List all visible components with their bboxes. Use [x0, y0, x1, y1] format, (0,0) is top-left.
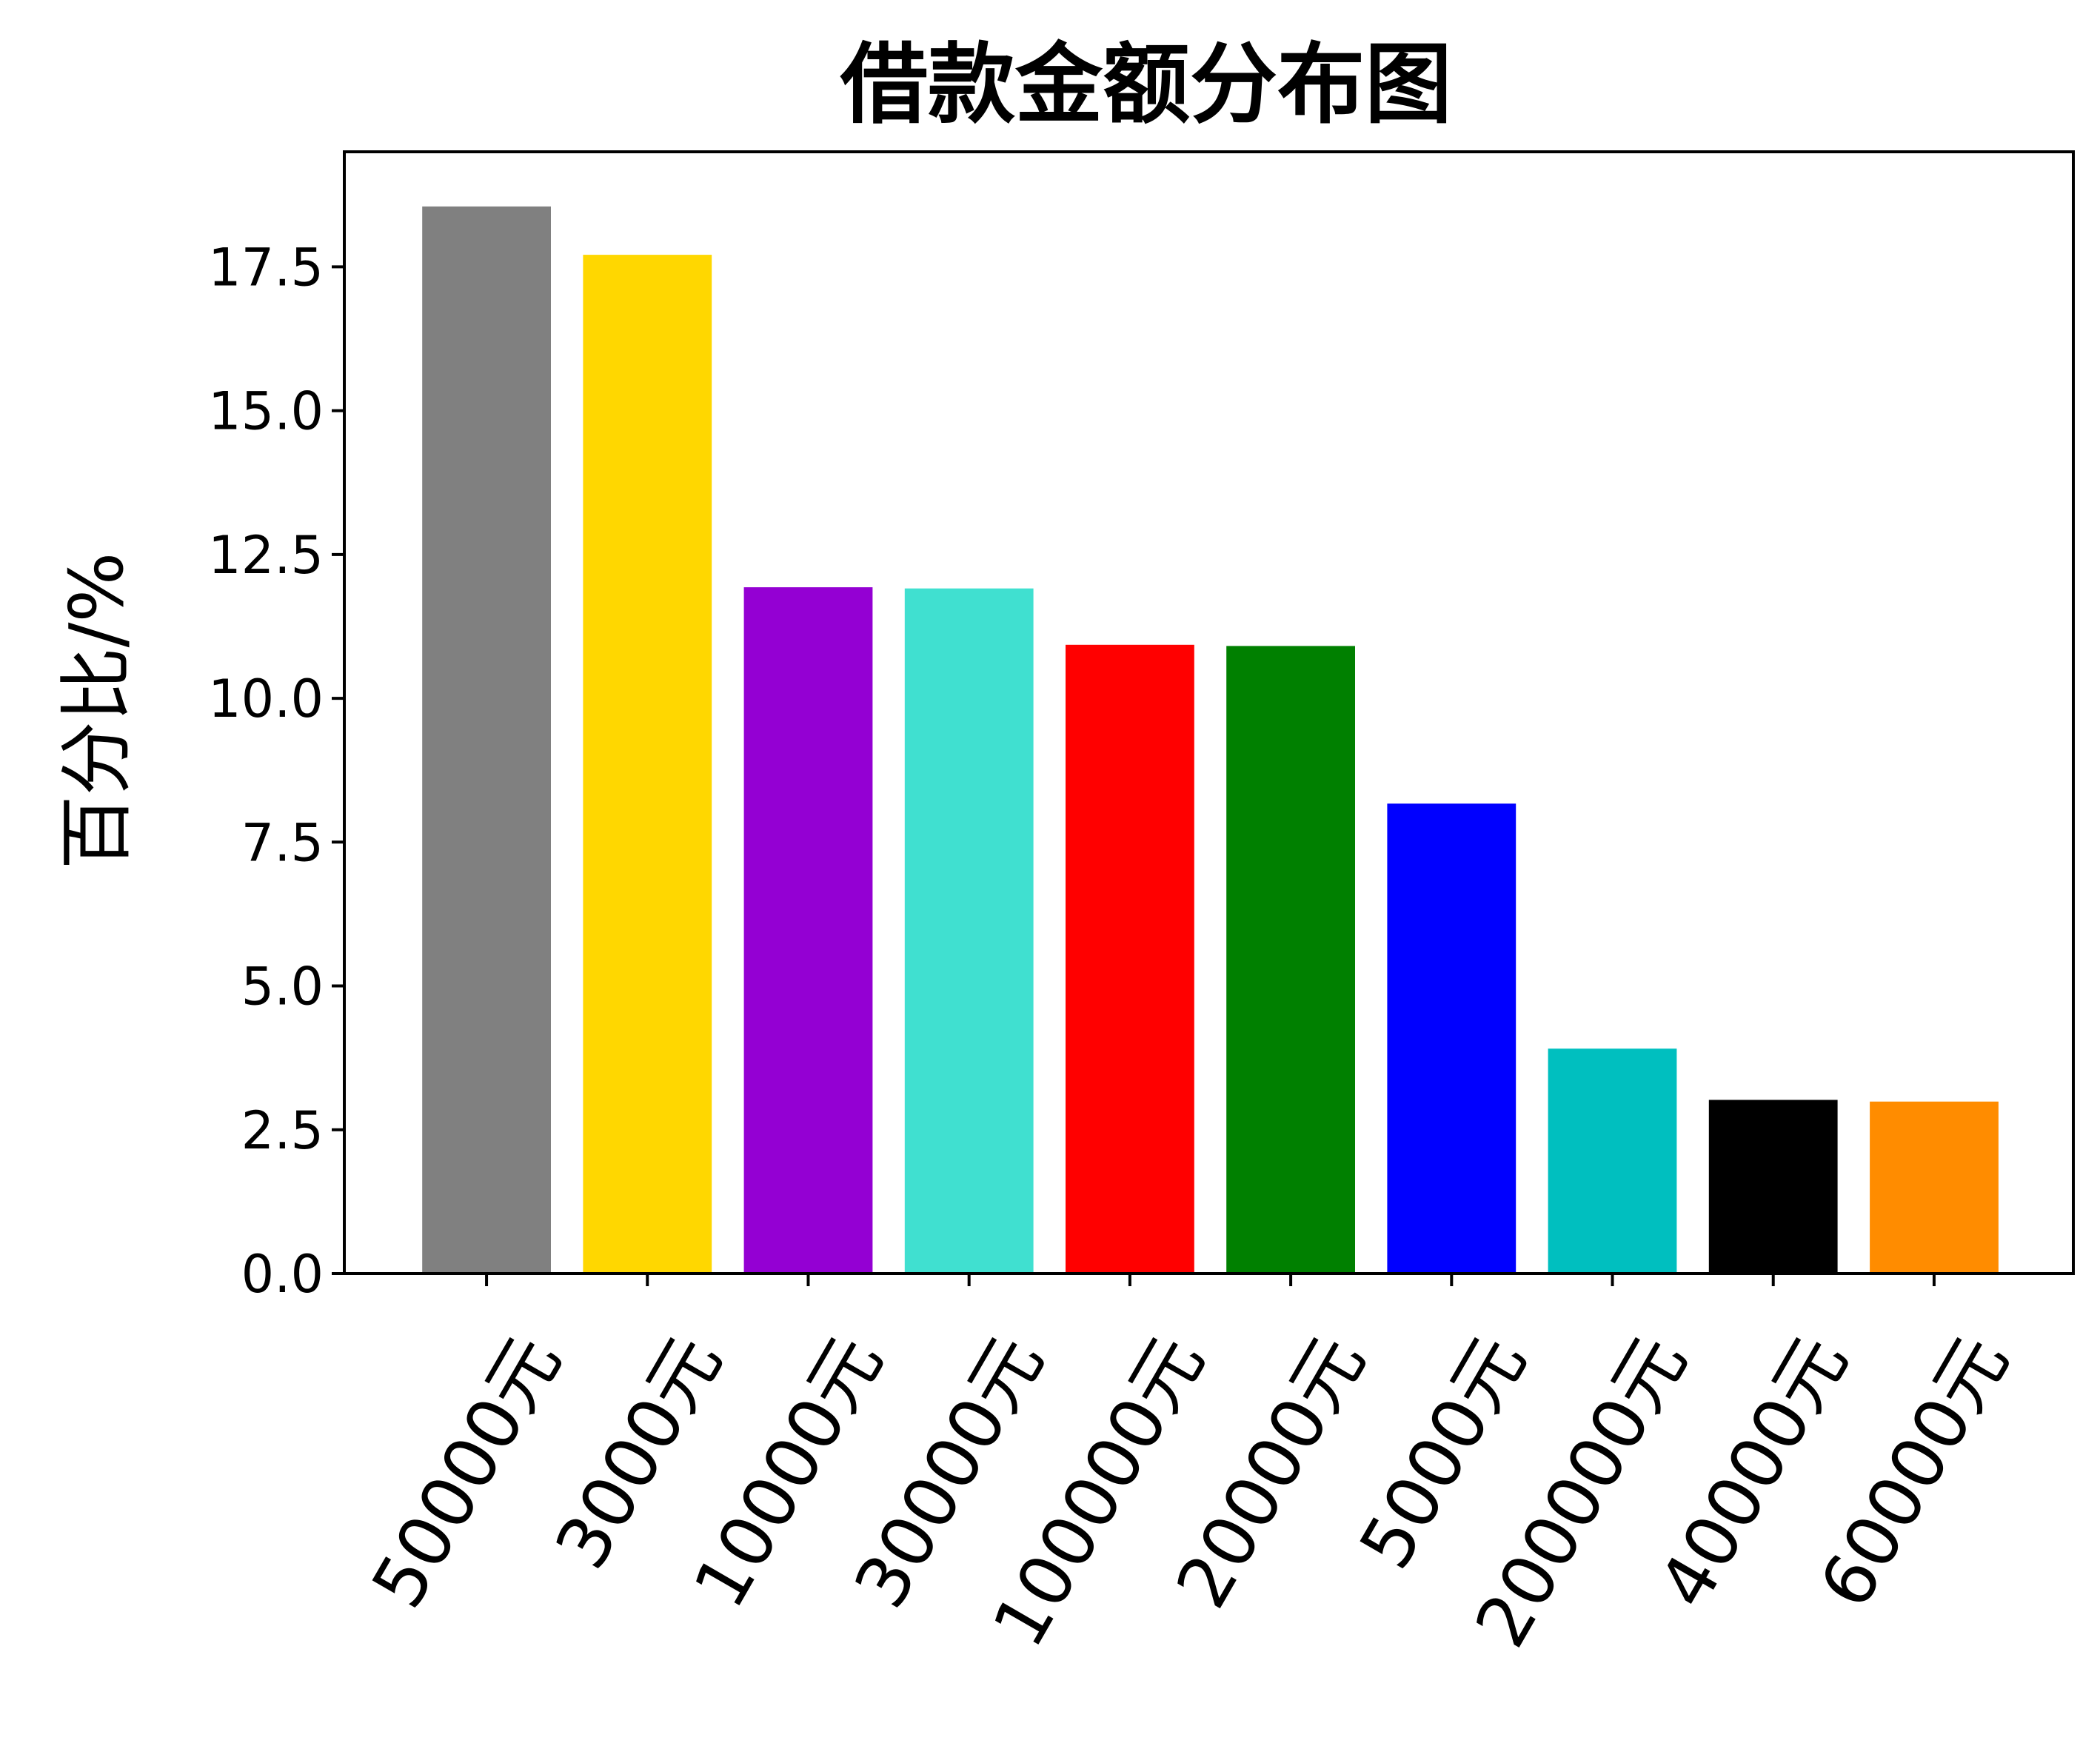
- plot-area: 0.02.55.07.510.012.515.017.550000元3000元1…: [208, 150, 2075, 1661]
- bar-0: [422, 206, 551, 1274]
- bar-1: [583, 255, 712, 1274]
- y-tick-label-5: 12.5: [208, 525, 324, 586]
- bar-6: [1387, 803, 1517, 1274]
- bar-2: [743, 587, 873, 1274]
- bar-5: [1226, 646, 1355, 1274]
- bar-3: [904, 588, 1034, 1274]
- bar-7: [1548, 1048, 1677, 1274]
- y-tick-label-6: 15.0: [208, 381, 324, 442]
- y-tick-label-7: 17.5: [208, 237, 324, 298]
- y-tick-label-1: 2.5: [241, 1100, 324, 1161]
- y-tick-label-2: 5.0: [241, 957, 324, 1017]
- chart-title: 借款金额分布图: [840, 33, 1452, 136]
- bar-4: [1066, 644, 1194, 1274]
- plot-frame: [343, 150, 2075, 1275]
- y-tick-label-0: 0.0: [241, 1244, 324, 1305]
- y-tick-label-4: 10.0: [208, 669, 324, 729]
- bar-9: [1870, 1101, 1999, 1274]
- y-axis-label: 百分比/%: [53, 552, 140, 870]
- bar-8: [1708, 1100, 1838, 1274]
- y-tick-label-3: 7.5: [241, 812, 324, 873]
